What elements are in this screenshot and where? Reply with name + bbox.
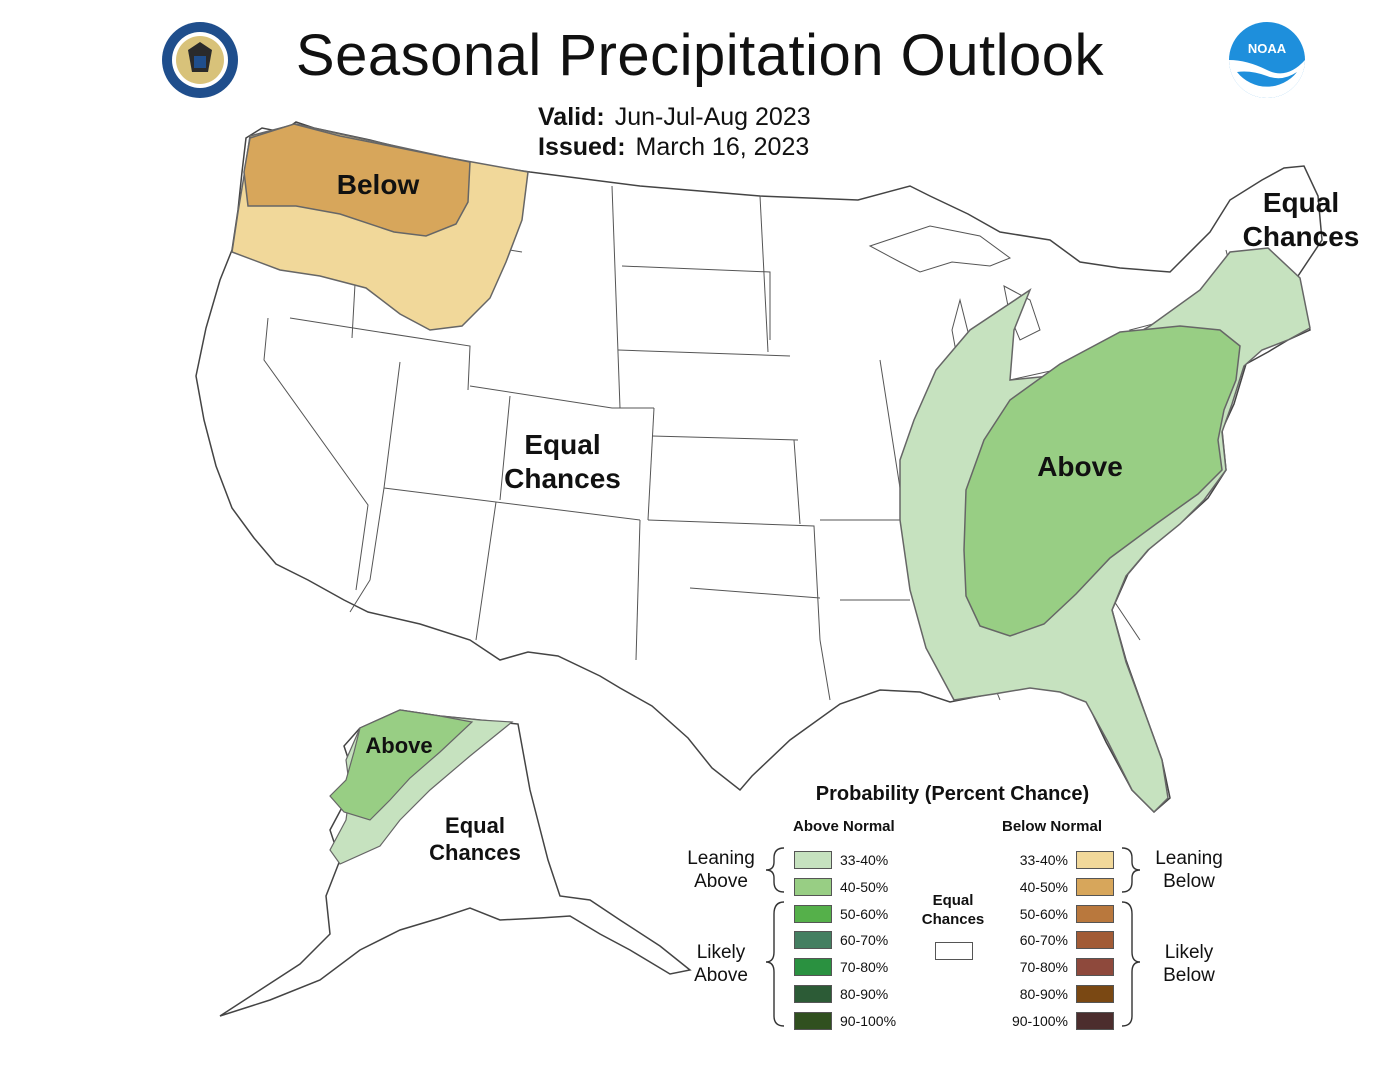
legend-above-swatch	[794, 904, 832, 923]
legend-equal-chances-swatch	[935, 942, 973, 960]
noaa-logo-text: NOAA	[1248, 41, 1287, 56]
legend-above-pct: 40-50%	[840, 878, 889, 895]
valid-line: Valid: Jun-Jul-Aug 2023	[538, 103, 811, 132]
legend-above-pct: 33-40%	[840, 852, 889, 868]
legend-below-swatch	[1076, 904, 1114, 923]
likely-above-label: Likely Above	[694, 942, 748, 986]
valid-label: Valid:	[538, 103, 605, 131]
legend-below-swatch	[1076, 985, 1114, 1003]
label-above: Above	[1037, 451, 1123, 482]
legend-below-header: Below Normal	[1002, 818, 1103, 835]
legend-above-swatch	[794, 1011, 832, 1030]
label-ec-northeast: Equal Chances	[1242, 187, 1360, 252]
legend-below-swatch	[1076, 877, 1114, 896]
page-title: Seasonal Precipitation Outlook	[295, 23, 1105, 88]
legend-above-swatch	[794, 851, 832, 869]
legend-equal-chances-label: Equal Chances	[921, 892, 985, 928]
legend-above-pct: 80-90%	[840, 986, 889, 1002]
legend-below-swatch	[1076, 851, 1114, 869]
legend-below-pct: 80-90%	[1019, 986, 1068, 1002]
legend-above-swatch	[794, 931, 832, 950]
label-ec-west: Equal Chances	[504, 429, 621, 494]
legend-above-header: Above Normal	[793, 818, 895, 835]
issued-value: March 16, 2023	[635, 133, 810, 161]
legend-below-swatch	[1076, 958, 1114, 977]
issued-line: Issued: March 16, 2023	[538, 133, 809, 162]
below-40-50-region	[243, 123, 471, 237]
legend-below-pct: 33-40%	[1019, 852, 1068, 868]
legend-above-pct: 50-60%	[840, 905, 889, 922]
legend-below-pct: 70-80%	[1019, 959, 1068, 976]
legend-below-pct: 90-100%	[1011, 1012, 1068, 1029]
legend-below-pct: 50-60%	[1019, 905, 1068, 922]
label-below: Below	[336, 169, 420, 200]
commerce-seal-icon	[162, 22, 238, 98]
valid-value: Jun-Jul-Aug 2023	[614, 103, 811, 131]
issued-label: Issued:	[538, 133, 626, 161]
leaning-above-label: Leaning Above	[687, 848, 755, 892]
legend-below-swatch	[1076, 931, 1114, 950]
legend-below-swatch	[1076, 1011, 1114, 1030]
legend-above-pct: 70-80%	[840, 959, 889, 976]
legend-above-swatch	[794, 985, 832, 1003]
legend-below-pct: 60-70%	[1019, 932, 1068, 949]
label-alaska-above: Above	[365, 733, 433, 758]
leaning-below-label: Leaning Below	[1155, 848, 1223, 892]
likely-below-label: Likely Below	[1163, 942, 1215, 986]
alaska-above-40-50	[329, 709, 474, 821]
legend-below-pct: 40-50%	[1019, 878, 1068, 895]
legend-title: Probability (Percent Chance)	[815, 783, 1090, 805]
alaska-outline	[219, 709, 692, 1017]
legend-above-pct: 60-70%	[840, 932, 889, 949]
legend-above-pct: 90-100%	[840, 1012, 897, 1029]
legend-above-swatch	[794, 877, 832, 896]
legend-above-swatch	[794, 958, 832, 977]
above-40-50-region	[963, 325, 1241, 637]
noaa-logo-icon: NOAA	[1229, 22, 1305, 98]
label-alaska-ec: Equal Chances	[429, 813, 521, 865]
